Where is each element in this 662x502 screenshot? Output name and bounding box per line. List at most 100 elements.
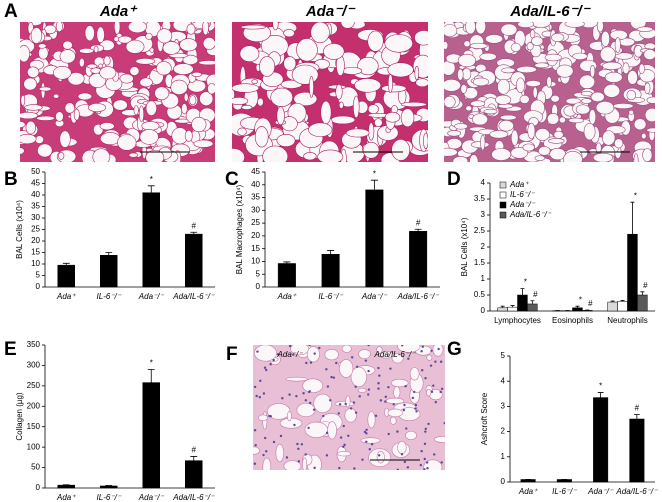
y-tick-label: 0 xyxy=(501,477,506,486)
alveolus xyxy=(253,446,260,455)
error-bar xyxy=(105,252,113,256)
alveolus xyxy=(367,30,384,52)
nucleus xyxy=(423,442,427,446)
alveolus xyxy=(335,83,343,100)
legend-swatch xyxy=(499,191,507,199)
y-tick-label: 2 xyxy=(501,427,506,436)
nucleus xyxy=(300,443,304,446)
nucleus xyxy=(377,382,380,385)
alveolus xyxy=(551,33,565,42)
bar xyxy=(637,294,648,312)
alveolus xyxy=(262,457,272,470)
alveolus xyxy=(162,41,181,55)
alveolus xyxy=(454,123,468,130)
nucleus xyxy=(374,414,378,418)
panel-letter: F xyxy=(226,344,238,365)
nucleus xyxy=(404,384,407,388)
nucleus xyxy=(430,390,434,394)
alveolus xyxy=(202,22,209,36)
x-tick-label: Ada/IL-6⁻/⁻ xyxy=(172,493,215,502)
alveolus xyxy=(397,345,421,353)
x-tick-label: Neutrophils xyxy=(607,316,647,325)
y-tick-label: 100 xyxy=(27,442,41,451)
bar xyxy=(607,301,618,312)
alveolus xyxy=(544,53,562,62)
y-tick-label: 15 xyxy=(251,244,260,253)
nucleus xyxy=(361,458,364,461)
alveolus xyxy=(84,25,95,42)
error-bar xyxy=(610,300,615,303)
alveolus xyxy=(409,367,420,381)
alveolus xyxy=(498,120,514,132)
alveolus xyxy=(447,130,462,137)
nucleus xyxy=(350,356,354,359)
alveolus xyxy=(522,143,535,152)
alveolus xyxy=(534,155,546,161)
alveolus xyxy=(306,346,320,363)
image-label: Ada⁻/⁻ xyxy=(305,3,356,20)
nucleus xyxy=(322,414,325,418)
alveolus xyxy=(55,111,64,122)
nucleus xyxy=(400,453,404,456)
nucleus xyxy=(420,350,423,353)
alveolus xyxy=(283,29,295,38)
nucleus xyxy=(424,430,427,433)
alveolus xyxy=(644,107,655,123)
alveolus xyxy=(67,72,85,86)
nucleus xyxy=(443,421,445,425)
x-tick-label: Ada/IL-6⁻/⁻ xyxy=(172,292,215,301)
alveolus xyxy=(529,29,536,39)
y-tick-label: 2.5 xyxy=(474,226,486,235)
nucleus xyxy=(329,399,332,402)
nucleus xyxy=(439,360,443,363)
alveolus xyxy=(433,435,445,443)
error-bar xyxy=(190,231,198,235)
alveolus xyxy=(20,45,30,63)
error-bar xyxy=(510,305,515,308)
alveolus xyxy=(30,27,43,44)
error-bar xyxy=(327,250,335,255)
nucleus xyxy=(429,364,433,367)
alveolus xyxy=(556,64,574,78)
nucleus xyxy=(415,410,418,413)
alveolus xyxy=(646,96,655,104)
nucleus xyxy=(304,399,308,402)
alveolus xyxy=(643,49,655,60)
y-tick-label: 3 xyxy=(481,210,486,219)
alveolus xyxy=(59,49,76,64)
alveolus xyxy=(358,349,371,359)
x-tick-label: Ada⁺ xyxy=(518,487,538,496)
nucleus xyxy=(309,361,313,364)
y-tick-label: 35 xyxy=(251,193,260,202)
x-tick-label: Ada⁻/⁻ xyxy=(361,292,388,301)
nucleus xyxy=(423,457,426,461)
alveolus xyxy=(341,66,363,75)
significance-marker: # xyxy=(416,218,421,227)
alveolus xyxy=(118,35,133,44)
nucleus xyxy=(349,407,353,410)
alveolus xyxy=(202,37,215,50)
alveolus xyxy=(352,95,360,119)
panel-letter: A xyxy=(4,1,18,22)
nucleus xyxy=(358,395,361,398)
error-bar xyxy=(630,201,635,235)
alveolus xyxy=(232,148,245,162)
nucleus xyxy=(440,387,444,391)
panel-letter: B xyxy=(4,169,18,190)
alveolus xyxy=(583,122,596,141)
y-tick-label: 25 xyxy=(31,225,40,234)
y-tick-label: 5 xyxy=(36,271,41,280)
nucleus xyxy=(355,365,359,369)
alveolus xyxy=(283,56,297,71)
y-tick-label: 1 xyxy=(481,274,486,283)
alveolus xyxy=(258,414,268,422)
nucleus xyxy=(342,424,345,428)
nucleus xyxy=(411,396,415,400)
alveolus xyxy=(626,90,637,101)
significance-marker: # xyxy=(643,281,648,290)
alveolus xyxy=(354,78,382,93)
alveolus xyxy=(415,78,428,88)
y-tick-label: 2 xyxy=(481,242,486,251)
error-bar xyxy=(62,262,70,266)
alveolus xyxy=(381,84,407,93)
